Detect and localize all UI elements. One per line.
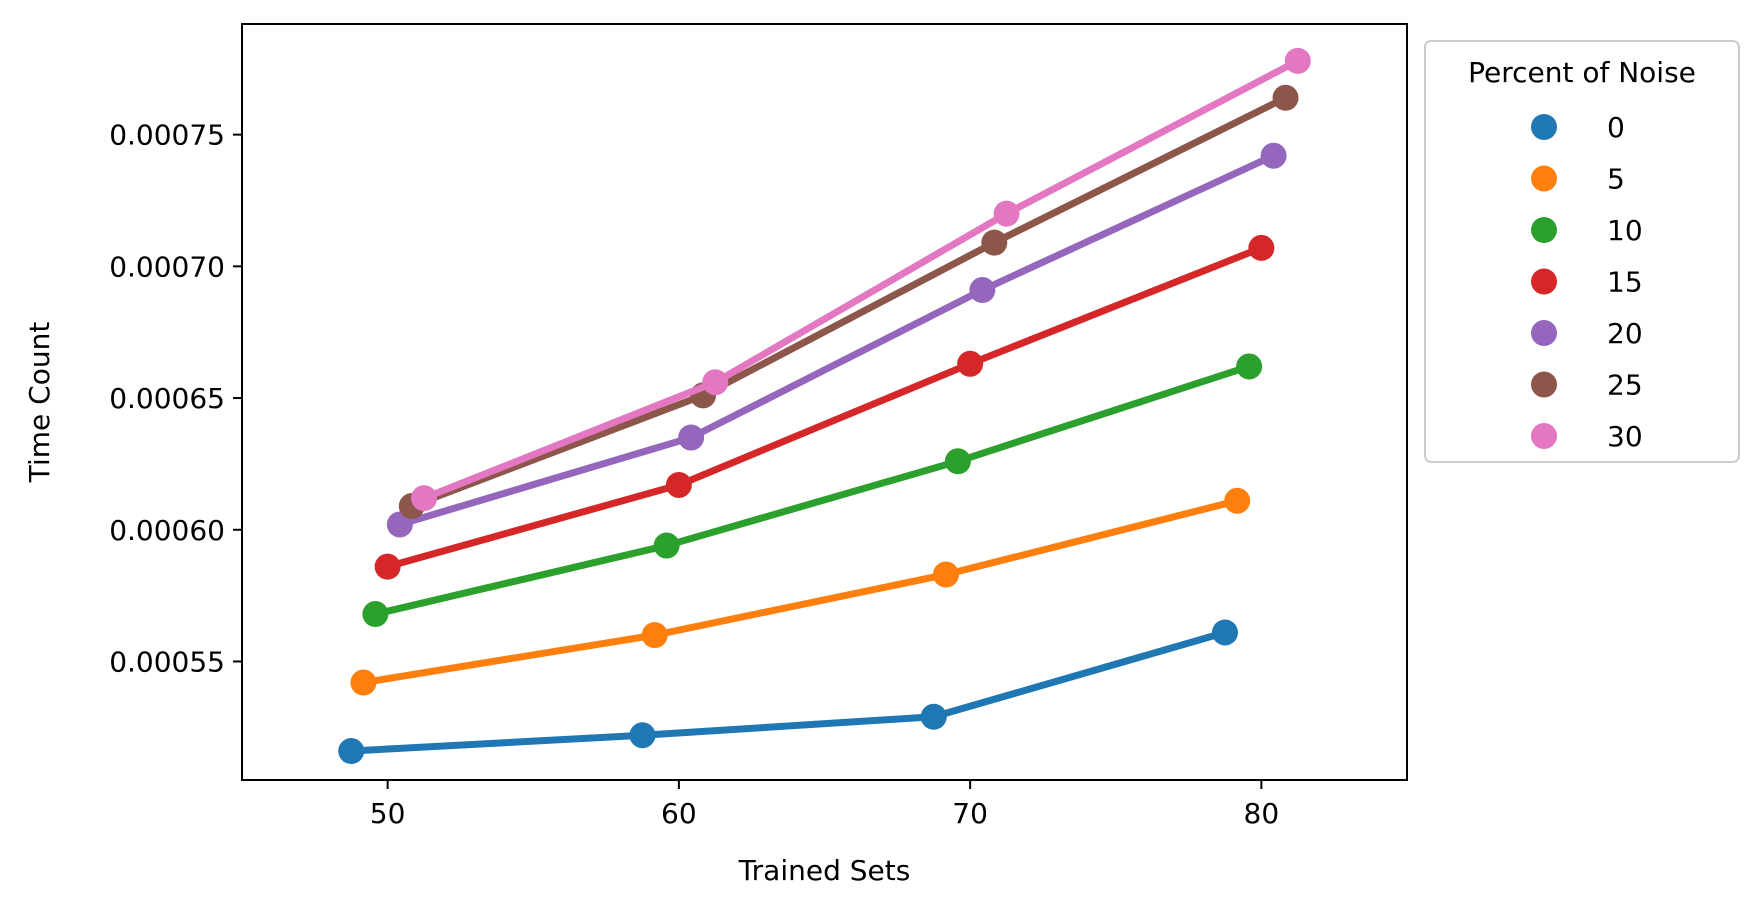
data-point [665,471,692,498]
series-0 [338,619,1238,765]
legend-entries: 0 5 10 15 20 25 30 [1531,111,1643,453]
series-15 [374,234,1275,580]
data-point [350,669,377,696]
data-point [932,561,959,588]
data-point [1284,47,1311,74]
series-line [408,94,1290,510]
legend-entry: 15 [1531,266,1643,299]
legend-title: Percent of Noise [1468,56,1696,89]
series-5 [350,487,1251,696]
legend-marker [1531,423,1557,449]
series-10 [362,353,1263,628]
data-point [386,511,413,538]
data-point [702,369,729,396]
y-axis: 0.00055 0.00060 0.00065 0.00070 0.00075 [109,119,242,678]
legend-marker [1531,371,1557,398]
y-tick-label: 0.00060 [109,514,225,547]
data-point [1236,353,1263,380]
legend-marker [1531,268,1557,295]
data-point [1272,84,1299,111]
data-point [993,200,1020,227]
series-line [359,497,1241,687]
data-point [944,448,971,475]
x-tick-label: 60 [661,797,697,830]
series-line [420,57,1302,502]
series-30 [411,47,1311,512]
legend-entry: 10 [1531,214,1643,247]
series-line [371,362,1253,618]
legend-entry: 25 [1531,369,1643,402]
data-point [629,722,656,749]
data-point [1224,487,1251,514]
data-point [338,738,365,765]
y-tick-label: 0.00065 [109,382,225,415]
legend-entry: 30 [1531,420,1643,453]
legend-label: 0 [1607,111,1625,144]
data-point [1260,142,1287,169]
legend-label: 10 [1607,214,1643,247]
data-point [1211,619,1238,646]
x-axis-label: Trained Sets [738,854,911,887]
y-axis-label: Time Count [23,322,56,484]
data-point [374,553,401,580]
data-point [411,485,438,512]
legend-label: 5 [1607,163,1625,196]
data-point [1248,234,1275,261]
y-tick-label: 0.00070 [109,250,225,283]
legend-marker [1531,165,1557,192]
data-point [981,229,1008,256]
legend-marker [1531,114,1557,140]
series-line [347,628,1229,755]
series-line [396,152,1278,528]
data-point [653,532,680,559]
data-point [920,703,947,730]
x-tick-label: 80 [1244,797,1280,830]
data-point [641,622,668,649]
series-20 [386,142,1287,538]
legend-marker [1531,217,1557,243]
x-tick-label: 70 [952,797,988,830]
x-tick-label: 50 [370,797,406,830]
legend: Percent of Noise 0 5 10 15 20 25 30 [1424,40,1740,463]
plot-frame [241,23,1408,781]
legend-label: 15 [1607,266,1643,299]
legend-label: 25 [1607,369,1643,402]
data-point [969,277,996,304]
legend-entry: 5 [1531,163,1625,196]
data-point [362,601,389,628]
legend-entry: 20 [1531,317,1643,350]
legend-entry: 0 [1531,111,1625,144]
legend-label: 20 [1607,317,1643,350]
legend-marker [1531,320,1557,346]
data-point [678,424,705,451]
y-tick-label: 0.00055 [109,645,225,678]
x-axis: 50 60 70 80 [370,780,1279,830]
legend-box [1424,40,1740,463]
data-point [957,350,984,377]
series-line [384,244,1265,571]
legend-label: 30 [1607,420,1643,453]
y-tick-label: 0.00075 [109,119,225,152]
series-layer [338,47,1311,765]
